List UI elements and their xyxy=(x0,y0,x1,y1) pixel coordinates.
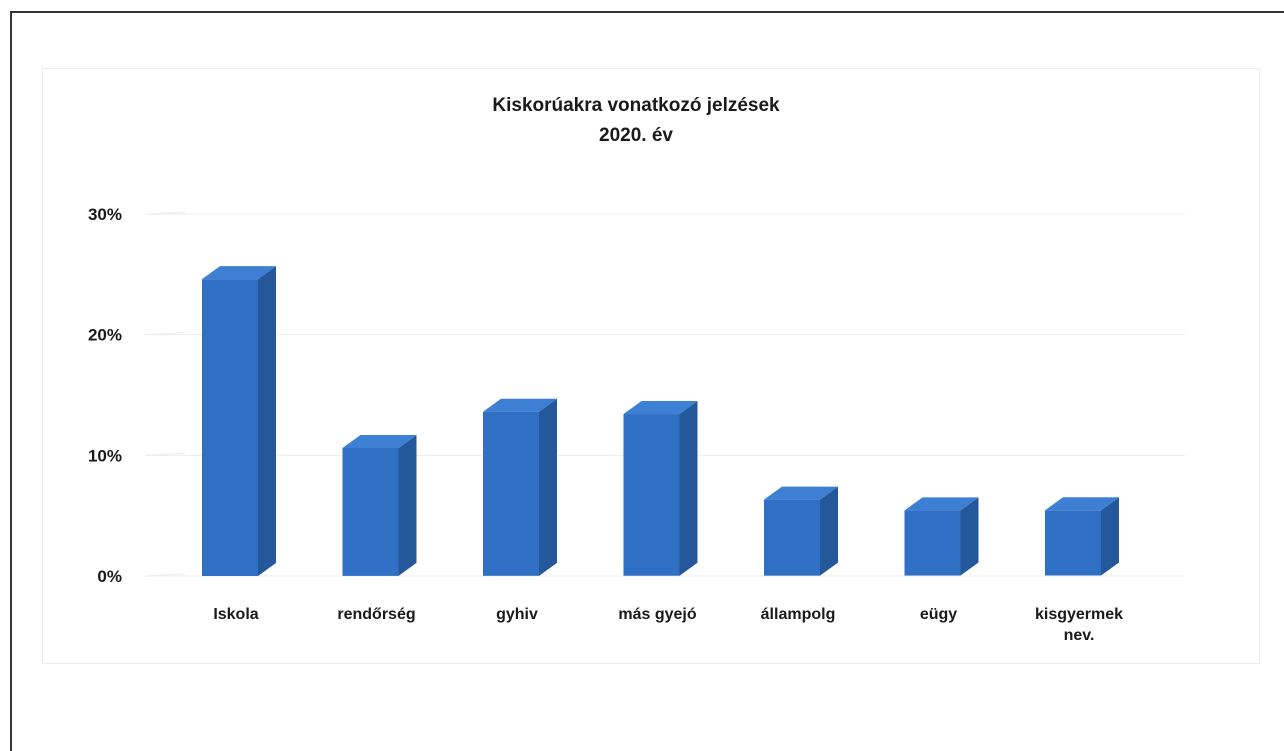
bar xyxy=(483,398,557,576)
gridline-depth xyxy=(144,452,186,456)
bar-top xyxy=(904,497,979,511)
bars xyxy=(202,266,1119,576)
category-label: más gyejó xyxy=(618,606,696,623)
bar-front xyxy=(904,510,961,576)
chart-title-line-2: 2020. év xyxy=(599,125,673,146)
bar-top xyxy=(483,398,557,412)
bar-front xyxy=(202,279,258,576)
bar-side xyxy=(960,497,979,576)
category-label: eügy xyxy=(920,606,957,623)
bar-front xyxy=(623,414,680,576)
chart-title-line-1: Kiskorúakra vonatkozó jelzések xyxy=(492,95,780,116)
bar xyxy=(202,266,276,576)
bar-side xyxy=(539,398,557,576)
bar-side xyxy=(398,435,417,576)
bar-top xyxy=(202,266,276,280)
bar-side xyxy=(1101,497,1119,576)
bar-top xyxy=(342,435,417,449)
bar xyxy=(904,497,979,576)
y-tick-label: 20% xyxy=(88,326,122,345)
category-label: rendőrség xyxy=(337,606,415,623)
bar-front xyxy=(1045,510,1101,576)
category-label: kisgyermek xyxy=(1035,606,1123,623)
x-axis-categories: Iskola rendőrség gyhiv más gyejó állampolg eü… xyxy=(213,606,1123,644)
bar-front xyxy=(483,411,539,576)
bar-front xyxy=(764,499,820,576)
category-label: nev. xyxy=(1064,627,1095,644)
category-label: állampolg xyxy=(761,606,836,623)
gridline-depth xyxy=(144,332,186,336)
chart-area xyxy=(42,68,1260,664)
bar-side xyxy=(679,401,698,576)
gridline-depth xyxy=(144,573,186,577)
category-label: gyhiv xyxy=(496,606,538,623)
y-tick-label: 0% xyxy=(97,567,122,586)
bar-side xyxy=(820,486,838,576)
bar-top xyxy=(623,401,698,415)
y-axis-ticks: 0% 10% 20% 30% xyxy=(88,205,122,586)
page-frame xyxy=(10,11,1284,751)
bar-top xyxy=(764,486,838,500)
category-label: Iskola xyxy=(213,606,258,623)
bar-side xyxy=(258,266,276,576)
bar-front xyxy=(342,448,399,576)
bar xyxy=(342,435,417,576)
bar-chart: Kiskorúakra vonatkozó jelzések 2020. év … xyxy=(88,95,1185,644)
bar xyxy=(623,401,698,576)
bar-top xyxy=(1045,497,1119,511)
y-tick-label: 30% xyxy=(88,205,122,224)
gridline-depth xyxy=(144,211,186,215)
bar xyxy=(1045,497,1119,576)
y-tick-label: 10% xyxy=(88,446,122,465)
bar xyxy=(764,486,838,576)
